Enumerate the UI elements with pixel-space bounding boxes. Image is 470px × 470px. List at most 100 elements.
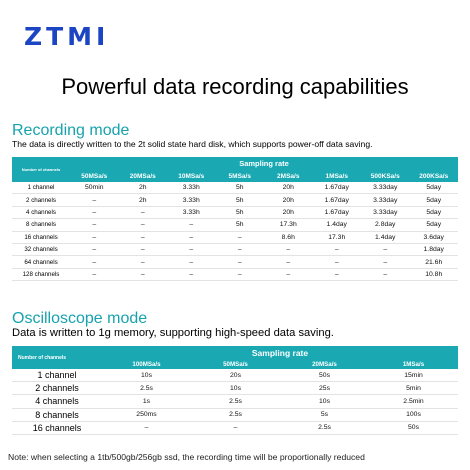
column-header: 10MSa/s — [167, 170, 216, 182]
table-cell: 50s — [369, 421, 458, 435]
row-label: 8 channels — [12, 408, 102, 422]
table-cell: – — [215, 243, 264, 257]
column-header: 200KSa/s — [409, 170, 458, 182]
table-cell: 2.8day — [361, 218, 410, 232]
table-row: 2 channels –2h 3.33h 5h 20h 1.67day 3.33day 5da… — [12, 193, 458, 207]
table-cell: 17.3h — [312, 231, 361, 244]
table-cell: 10s — [280, 394, 369, 409]
recording-mode-title: Recording mode — [12, 122, 130, 139]
table-cell: 3.33h — [167, 206, 216, 220]
table-cell: – — [118, 255, 167, 269]
table-row: 4 channels – –3.33h 5h 20h 1.67day 3.33day 5day — [12, 206, 458, 220]
table-cell: 250ms — [102, 408, 191, 422]
table-cell: 5min — [369, 381, 458, 396]
table-cell: – — [70, 268, 119, 282]
table-cell: – — [312, 268, 361, 282]
row-label: 64 channels — [12, 255, 70, 269]
table-cell: 15min — [369, 369, 458, 383]
table-cell: 21.6h — [409, 255, 458, 269]
table-cell: – — [118, 268, 167, 282]
table-cell: 3.33h — [167, 182, 216, 195]
table-cell: – — [118, 243, 167, 257]
row-label: 4 channels — [12, 206, 70, 220]
row-label: 128 channels — [12, 268, 70, 282]
table-cell: 5day — [409, 218, 458, 232]
table-row: 64 channels – – – – – – –21.6h — [12, 255, 458, 269]
page-title: Powerful data recording capabilities — [61, 74, 409, 99]
recording-corner-header: Number of channels — [12, 157, 70, 182]
table-cell: – — [215, 255, 264, 269]
table-cell: 5day — [409, 206, 458, 220]
oscilloscope-group-header: Sampling rate — [102, 346, 458, 359]
table-cell: 1s — [102, 394, 191, 409]
row-label: 1 channel — [12, 369, 102, 383]
table-cell: 20s — [191, 369, 280, 383]
table-row: 4 channels 1s 2.5s 10s 2.5min — [12, 394, 458, 409]
row-label: 1 channel — [12, 182, 70, 195]
table-cell: 3.6day — [409, 231, 458, 244]
table-row: 2 channels 2.5s 10s 25s 5min — [12, 381, 458, 396]
column-header: 50MSa/s — [70, 170, 119, 182]
table-cell: 3.33day — [361, 193, 410, 207]
footnote: Note: when selecting a 1tb/500gb/256gb s… — [8, 452, 365, 462]
table-cell: 3.33day — [361, 182, 410, 195]
table-cell: 50s — [280, 369, 369, 383]
table-cell: 1.8day — [409, 243, 458, 257]
column-header: 2MSa/s — [264, 170, 313, 182]
row-label: 32 channels — [12, 243, 70, 257]
table-cell: – — [191, 421, 280, 435]
table-cell: 1.67day — [312, 206, 361, 220]
table-cell: – — [167, 268, 216, 282]
row-label: 16 channels — [12, 231, 70, 244]
table-cell: – — [70, 218, 119, 232]
table-cell: – — [264, 268, 313, 282]
column-header: 500KSa/s — [361, 170, 410, 182]
table-row: 8 channels 250ms 2.5s 5s 100s — [12, 408, 458, 422]
table-cell: 17.3h — [264, 218, 313, 232]
table-cell: – — [118, 231, 167, 244]
table-cell: 1.4day — [361, 231, 410, 244]
column-header: 100MSa/s — [102, 359, 191, 369]
table-row: 32 channels – – – – – – –1.8day — [12, 243, 458, 257]
table-cell: 2.5s — [191, 394, 280, 409]
table-cell: 2.5min — [369, 394, 458, 409]
table-cell: 2h — [118, 193, 167, 207]
table-cell: – — [361, 255, 410, 269]
recording-mode-table: Number of channels Sampling rate 50MSa/s… — [12, 157, 458, 282]
table-cell: 10s — [102, 369, 191, 383]
row-label: 4 channels — [12, 394, 102, 409]
table-cell: – — [264, 255, 313, 269]
oscilloscope-mode-table: Number of channels Sampling rate 100MSa/… — [12, 346, 458, 435]
table-cell: 1.67day — [312, 182, 361, 195]
table-cell: – — [102, 421, 191, 435]
table-cell: 25s — [280, 381, 369, 396]
table-cell: – — [361, 268, 410, 282]
recording-mode-description: The data is directly written to the 2t s… — [12, 139, 373, 149]
table-cell: – — [264, 243, 313, 257]
table-cell: 5h — [215, 193, 264, 207]
table-cell: – — [70, 243, 119, 257]
column-header: 50MSa/s — [191, 359, 280, 369]
table-cell: – — [118, 206, 167, 220]
column-header: 20MSa/s — [118, 170, 167, 182]
table-cell: 50min — [70, 182, 119, 195]
table-cell: 5h — [215, 218, 264, 232]
table-cell: 2h — [118, 182, 167, 195]
table-cell: 2.5s — [191, 408, 280, 422]
table-row: 1 channel 10s 20s 50s 15min — [12, 369, 458, 383]
table-cell: 5day — [409, 193, 458, 207]
table-cell: 100s — [369, 408, 458, 422]
table-cell: – — [312, 243, 361, 257]
table-cell: 3.33day — [361, 206, 410, 220]
table-cell: – — [70, 231, 119, 244]
table-cell: 5s — [280, 408, 369, 422]
table-cell: 2.5s — [102, 381, 191, 396]
recording-group-header: Sampling rate — [70, 157, 458, 170]
row-label: 2 channels — [12, 381, 102, 396]
table-cell: – — [167, 231, 216, 244]
table-cell: 20h — [264, 206, 313, 220]
row-label: 16 channels — [12, 421, 102, 435]
brand-logo: ZTMI — [24, 22, 110, 51]
table-cell: – — [70, 193, 119, 207]
column-header: 5MSa/s — [215, 170, 264, 182]
